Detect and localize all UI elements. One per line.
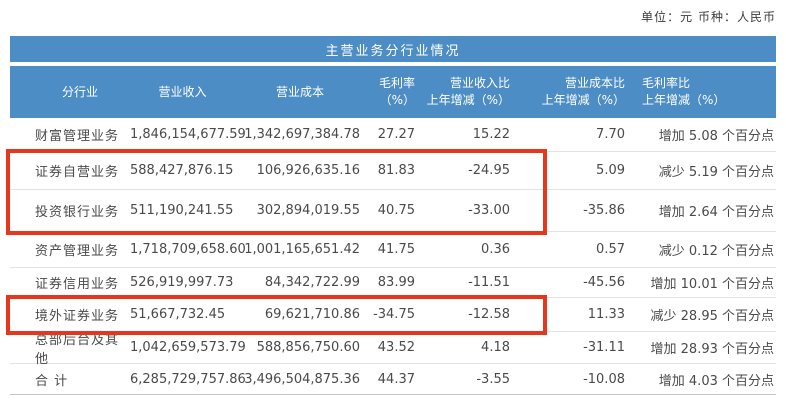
header-text: （%） [379, 93, 415, 107]
cell-cost: 588,856,750.60 [256, 340, 360, 355]
cell-cost-yoy: 11.33 [587, 307, 625, 322]
cell-cost-yoy: -31.11 [583, 340, 625, 355]
cell-industry: 总部后台及其他 [35, 332, 120, 367]
cell-industry: 合 计 [35, 373, 69, 389]
cell-cost-yoy: -35.86 [583, 203, 625, 218]
cell-revenue: 588,427,876.15 [130, 163, 234, 178]
cell-revenue-yoy: 4.18 [481, 340, 510, 355]
cell-margin: 41.75 [377, 242, 415, 257]
cell-margin: 43.52 [377, 340, 415, 355]
header-text: 上年增减（%） [541, 93, 625, 107]
cell-cost-yoy: 0.57 [596, 242, 625, 257]
cell-cost-yoy: 7.70 [596, 127, 625, 142]
cell-revenue-yoy: 15.22 [472, 127, 510, 142]
table-row-headquarters-other: 总部后台及其他 1,042,659,573.79 588,856,750.60 … [10, 332, 776, 367]
header-cost-yoy: 营业成本比 上年增减（%） [525, 66, 630, 118]
table-title-bar: 主营业务分行业情况 [10, 36, 776, 62]
header-cost: 营业成本 [235, 66, 365, 118]
table-header-row: 分行业 营业收入 营业成本 毛利率 （%） 营业收入比 上年增减（%） 营业成本… [10, 66, 776, 118]
table-row-wealth-management: 财富管理业务 1,846,154,677.59 1,342,697,384.78… [10, 118, 776, 152]
cell-industry: 境外证券业务 [35, 309, 120, 324]
cell-cost: 106,926,635.16 [256, 163, 360, 178]
cell-revenue-yoy: -3.55 [476, 371, 510, 387]
header-text: 营业成本比 [564, 76, 625, 90]
table-row-overseas-securities: 境外证券业务 51,667,732.45 69,621,710.86 -34.7… [10, 298, 776, 332]
cell-revenue-yoy: -33.00 [468, 203, 510, 218]
cell-revenue: 6,285,729,757.86 [130, 371, 246, 387]
cell-margin: 83.99 [377, 275, 415, 290]
cell-industry: 证券自营业务 [35, 165, 120, 180]
cell-margin-yoy: 减少 5.19 个百分点 [658, 165, 774, 180]
header-margin-yoy: 毛利率比 上年增减（%） [630, 66, 776, 118]
table-row-investment-banking: 投资银行业务 511,190,241.55 302,894,019.55 40.… [10, 190, 776, 232]
cell-industry: 证券信用业务 [35, 277, 120, 292]
header-text: 上年增减（%） [642, 93, 726, 107]
cell-margin: 44.37 [377, 371, 415, 387]
cell-margin: -34.75 [373, 307, 415, 322]
cell-cost: 1,342,697,384.78 [244, 127, 360, 142]
unit-note: 单位：元 币种：人民币 [641, 10, 776, 24]
cell-cost: 302,894,019.55 [256, 203, 360, 218]
header-gross-margin: 毛利率 （%） [365, 66, 425, 118]
cell-revenue-yoy: -11.51 [468, 275, 510, 290]
cell-margin-yoy: 减少 28.95 个百分点 [650, 309, 774, 324]
cell-margin-yoy: 增加 10.01 个百分点 [650, 277, 774, 292]
header-text: 毛利率比 [642, 76, 691, 90]
cell-revenue: 1,042,659,573.79 [130, 340, 246, 355]
cell-margin: 40.75 [377, 203, 415, 218]
highlight-box-proprietary-investment-banking [6, 149, 547, 235]
cell-margin-yoy: 增加 5.08 个百分点 [658, 129, 774, 144]
cell-margin: 81.83 [377, 163, 415, 178]
header-revenue: 营业收入 [130, 66, 235, 118]
cell-revenue-yoy: 0.36 [481, 242, 510, 257]
cell-revenue: 51,667,732.45 [130, 307, 226, 322]
table-title: 主营业务分行业情况 [325, 43, 461, 59]
table-row-asset-management: 资产管理业务 1,718,709,658.60 1,001,165,651.42… [10, 232, 776, 268]
cell-margin-yoy: 增加 4.03 个百分点 [658, 373, 774, 389]
cell-margin-yoy: 增加 2.64 个百分点 [658, 205, 774, 220]
header-text: 分行业 [61, 84, 98, 99]
industry-table: 主营业务分行业情况 分行业 营业收入 营业成本 毛利率 （%） 营业收入比 上年… [10, 36, 776, 395]
header-text: 营业收入 [158, 84, 207, 99]
cell-cost: 1,001,165,651.42 [244, 242, 360, 257]
cell-revenue: 511,190,241.55 [130, 203, 234, 218]
cell-margin: 27.27 [377, 127, 415, 142]
cell-cost: 69,621,710.86 [264, 307, 360, 322]
header-industry: 分行业 [10, 66, 130, 118]
header-text: 毛利率 [378, 76, 415, 90]
cell-revenue-yoy: -12.58 [468, 307, 510, 322]
cell-revenue: 1,718,709,658.60 [130, 242, 246, 257]
cell-cost: 3,496,504,875.36 [244, 371, 360, 387]
cell-revenue-yoy: -24.95 [468, 163, 510, 178]
table-row-total: 合 计 6,285,729,757.86 3,496,504,875.36 44… [10, 364, 776, 395]
cell-industry: 投资银行业务 [35, 205, 120, 220]
highlight-box-overseas-securities [6, 295, 547, 335]
cell-industry: 资产管理业务 [35, 244, 120, 259]
cell-revenue: 1,846,154,677.59 [130, 127, 246, 142]
cell-industry: 财富管理业务 [35, 129, 120, 144]
cell-revenue: 526,919,997.73 [130, 275, 234, 290]
table-row-proprietary-trading: 证券自营业务 588,427,876.15 106,926,635.16 81.… [10, 152, 776, 190]
cell-cost-yoy: -45.56 [583, 275, 625, 290]
cell-cost-yoy: -10.08 [583, 371, 625, 387]
header-text: 营业成本 [275, 84, 324, 99]
table-row-securities-credit: 证券信用业务 526,919,997.73 84,342,722.99 83.9… [10, 268, 776, 298]
header-revenue-yoy: 营业收入比 上年增减（%） [425, 66, 525, 118]
cell-cost: 84,342,722.99 [264, 275, 360, 290]
header-text: 营业收入比 [449, 76, 510, 90]
cell-cost-yoy: 5.09 [596, 163, 625, 178]
cell-margin-yoy: 减少 0.12 个百分点 [658, 244, 774, 259]
cell-margin-yoy: 增加 28.93 个百分点 [650, 342, 774, 357]
header-text: 上年增减（%） [426, 93, 510, 107]
